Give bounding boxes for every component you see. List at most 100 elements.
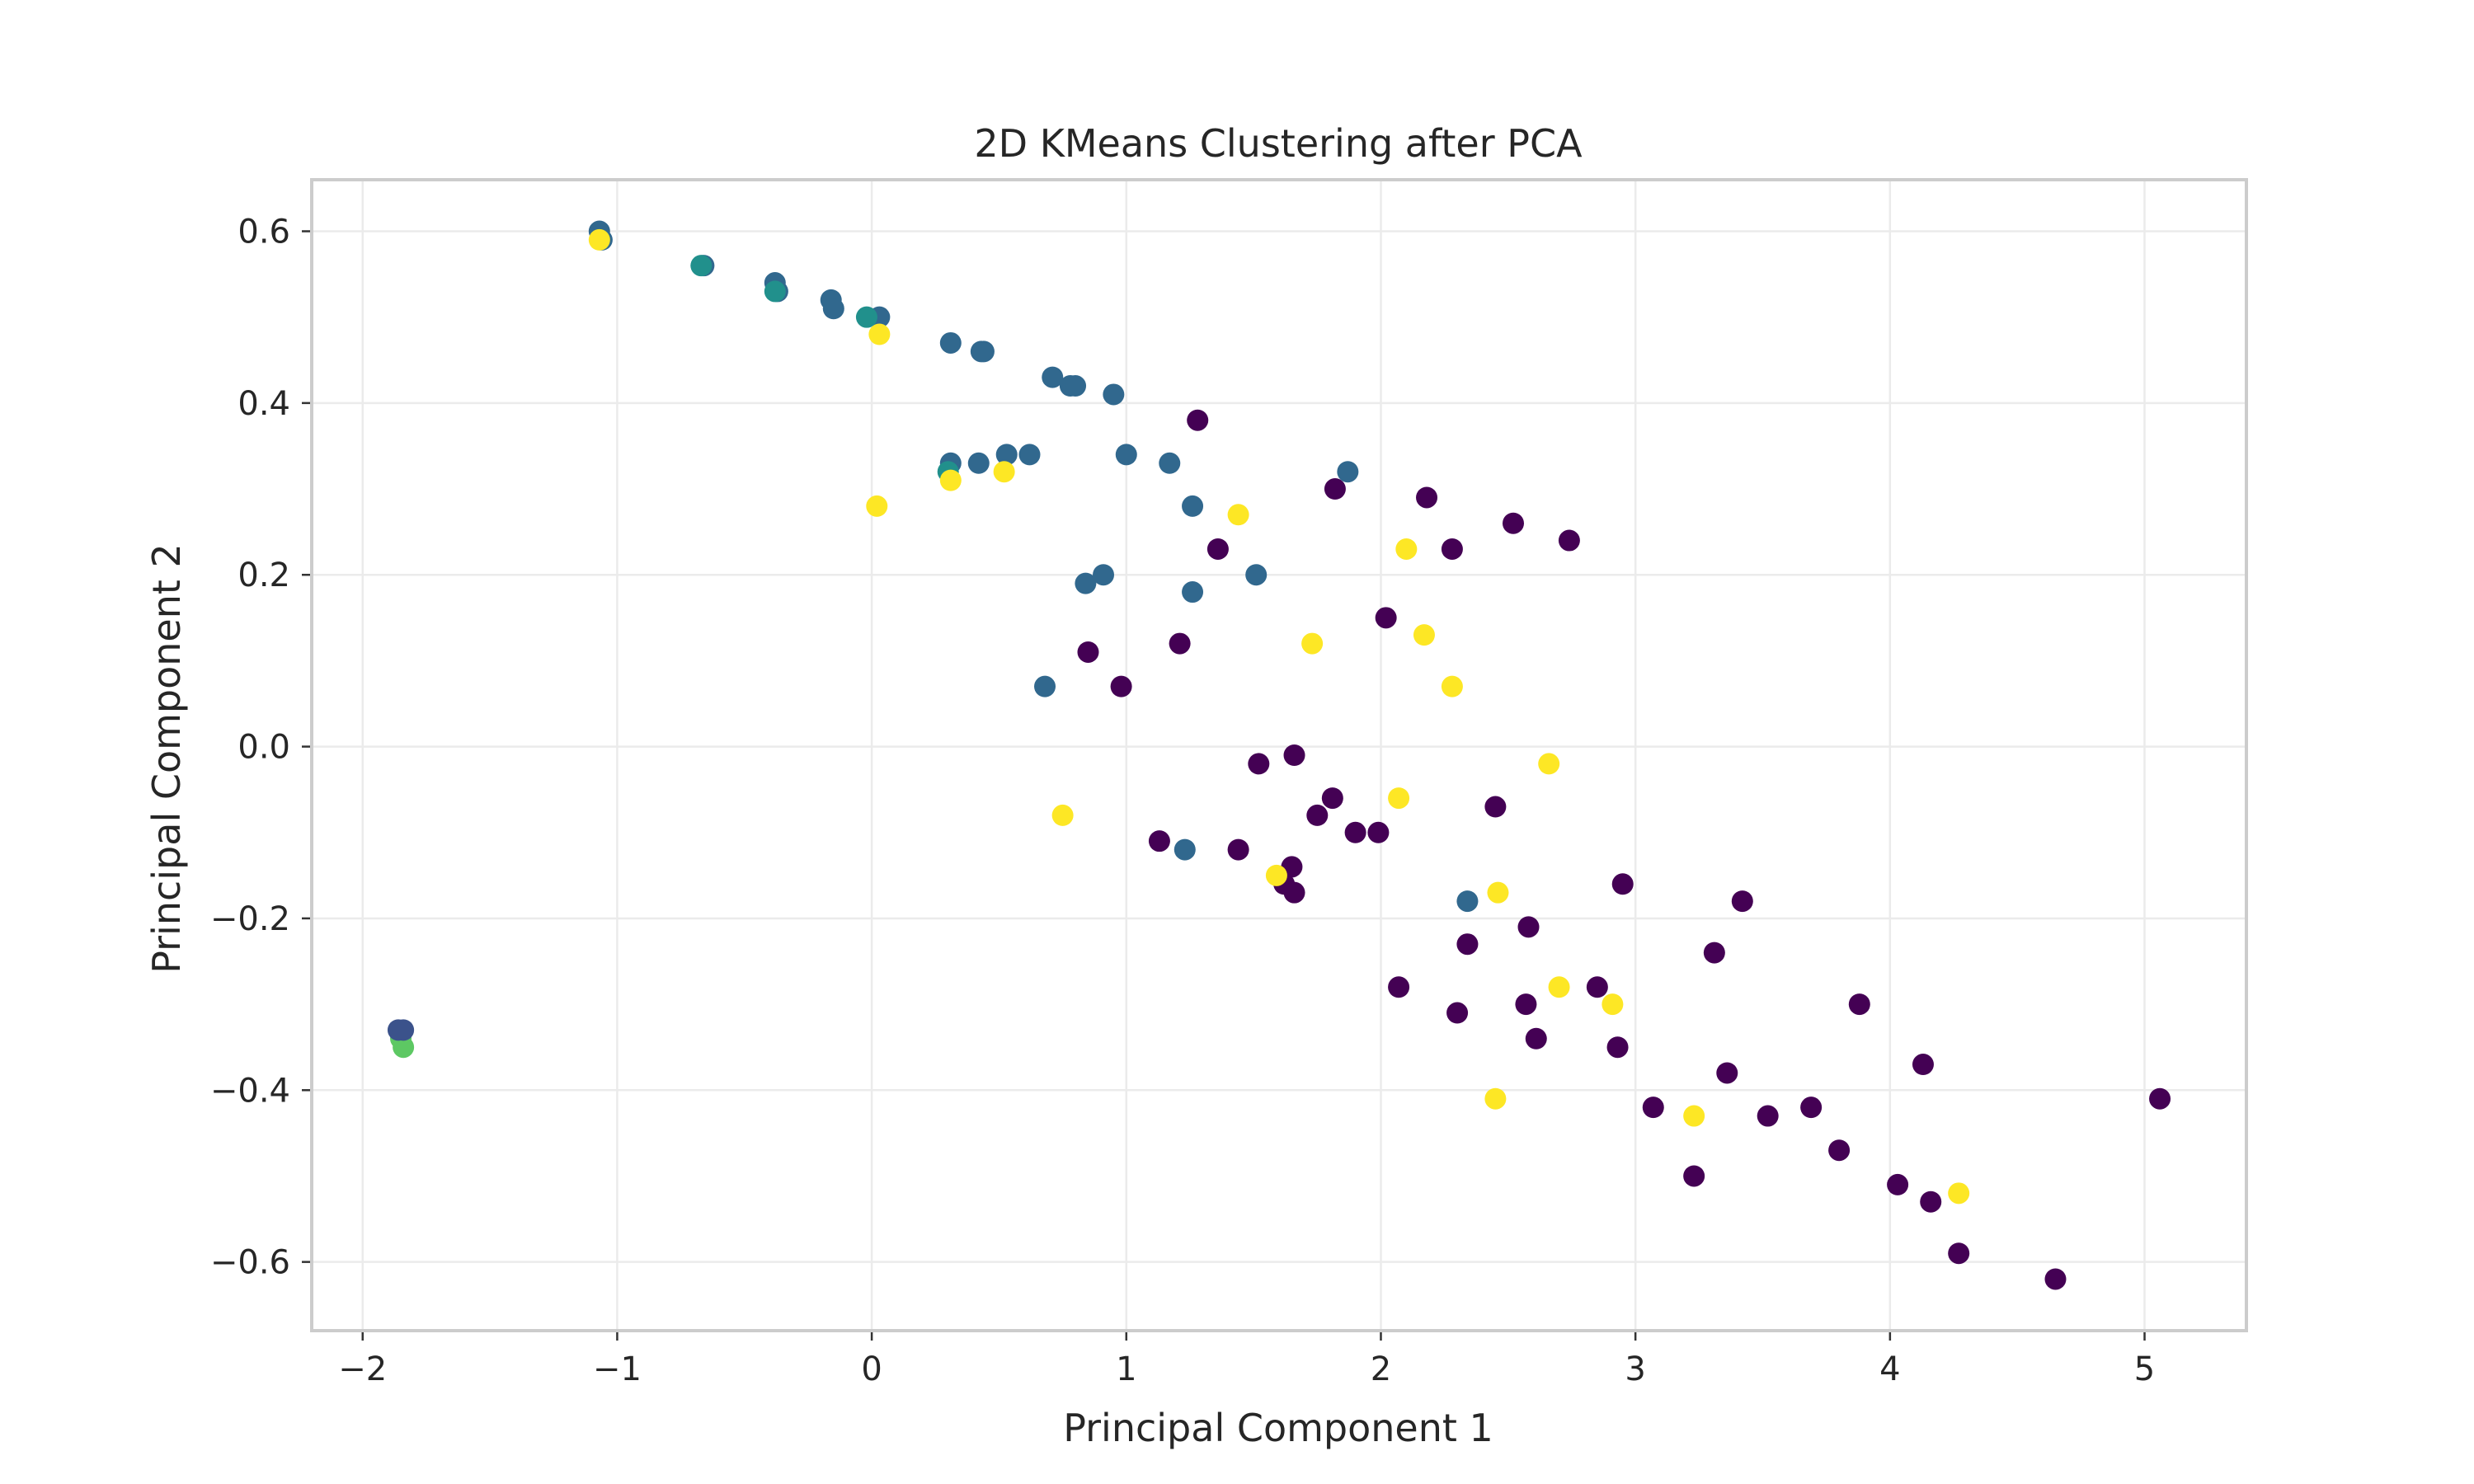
cluster-0-point (1606, 1036, 1629, 1059)
cluster-5-point (1538, 753, 1560, 775)
cluster-0-point (1227, 838, 1249, 861)
cluster-5-point (993, 461, 1015, 483)
cluster-0-point (1517, 916, 1540, 938)
cluster-0-point (1502, 512, 1524, 534)
cluster-3-point (1337, 461, 1359, 483)
cluster-5-point (588, 228, 610, 251)
cluster-3-point (972, 340, 995, 363)
cluster-5-point (1441, 675, 1463, 697)
x-tick-label: 5 (2134, 1350, 2155, 1388)
y-tick-label: 0.6 (238, 214, 290, 251)
cluster-5-point (1051, 804, 1074, 826)
cluster-0-point (1283, 881, 1305, 904)
cluster-3-point (1042, 366, 1064, 388)
cluster-0-point (1306, 804, 1329, 826)
cluster-0-point (1456, 933, 1479, 956)
grid-lines (312, 180, 2246, 1331)
cluster-0-point (1515, 993, 1537, 1016)
cluster-0-point (1344, 821, 1366, 843)
cluster-0-point (1187, 409, 1209, 431)
cluster-0-point (1324, 478, 1346, 500)
x-tick-label: 0 (861, 1350, 882, 1388)
data-points (387, 220, 2171, 1290)
cluster-0-point (1484, 796, 1507, 818)
plot-frame (310, 178, 2248, 1332)
cluster-0-point (1248, 753, 1270, 775)
y-axis-label: Principal Component 2 (144, 543, 189, 974)
cluster-0-point (1848, 993, 1870, 1016)
cluster-0-point (1703, 942, 1725, 964)
cluster-0-point (1586, 976, 1608, 998)
y-tick-label: 0.4 (238, 385, 290, 423)
cluster-0-point (1441, 538, 1463, 560)
cluster-2-point (855, 306, 877, 328)
x-tick-label: 4 (1879, 1350, 1900, 1388)
cluster-0-point (1388, 976, 1410, 998)
cluster-3-point (1034, 675, 1056, 697)
cluster-0-point (1757, 1105, 1779, 1127)
cluster-3-point (967, 452, 990, 474)
cluster-0-point (1077, 641, 1099, 663)
x-tick-label: 3 (1625, 1350, 1645, 1388)
cluster-3-point (1065, 375, 1087, 397)
cluster-0-point (1367, 821, 1390, 843)
y-tick-label: 0.2 (238, 556, 290, 594)
cluster-0-point (1828, 1139, 1851, 1162)
y-tick-label: −0.2 (210, 900, 290, 938)
cluster-0-point (1169, 632, 1191, 655)
cluster-0-point (2044, 1268, 2067, 1290)
cluster-0-point (1525, 1027, 1547, 1050)
cluster-0-point (1321, 787, 1343, 810)
cluster-3-point (1075, 572, 1097, 594)
y-tick-label: −0.4 (210, 1072, 290, 1110)
cluster-3-point (1018, 444, 1041, 466)
cluster-5-point (1948, 1182, 1970, 1205)
cluster-3-point (1182, 495, 1204, 517)
cluster-0-point (1948, 1242, 1970, 1265)
x-tick-label: 1 (1116, 1350, 1136, 1388)
cluster-5-point (1388, 787, 1410, 810)
cluster-2-point (690, 255, 713, 277)
cluster-0-point (2149, 1087, 2171, 1110)
cluster-3-point (1159, 452, 1181, 474)
cluster-3-point (1103, 383, 1125, 406)
cluster-0-point (1716, 1062, 1738, 1084)
cluster-3-point (1245, 564, 1268, 586)
x-tick-label: 2 (1371, 1350, 1391, 1388)
cluster-5-point (1395, 538, 1418, 560)
cluster-2-point (764, 280, 786, 303)
cluster-3-point (1456, 890, 1479, 913)
cluster-0-point (1416, 486, 1438, 509)
x-tick-label: −2 (338, 1350, 387, 1388)
cluster-1-point (393, 1019, 415, 1041)
chart-title: 2D KMeans Clustering after PCA (974, 121, 1583, 166)
cluster-5-point (1265, 864, 1287, 886)
cluster-5-point (1413, 624, 1435, 646)
cluster-0-point (1558, 529, 1580, 552)
cluster-5-point (1484, 1087, 1507, 1110)
cluster-5-point (868, 323, 891, 345)
cluster-3-point (1115, 444, 1137, 466)
y-tick-label: −0.6 (210, 1244, 290, 1282)
cluster-0-point (1206, 538, 1229, 560)
cluster-0-point (1148, 830, 1170, 852)
cluster-3-point (822, 298, 844, 320)
cluster-5-point (1487, 881, 1509, 904)
cluster-5-point (1227, 504, 1249, 526)
cluster-3-point (1093, 564, 1115, 586)
cluster-0-point (1446, 1002, 1469, 1024)
cluster-0-point (1683, 1165, 1705, 1187)
axis-ticks: −2 −1 0 1 2 3 4 5 −0.6 −0.4 −0.2 0.0 0.2 0.4 0.6 (210, 214, 2155, 1388)
cluster-3-point (939, 331, 962, 354)
cluster-5-point (1301, 632, 1324, 655)
cluster-5-point (1683, 1105, 1705, 1127)
cluster-5-point (1602, 993, 1624, 1016)
cluster-0-point (1375, 607, 1397, 629)
cluster-0-point (1887, 1173, 1909, 1195)
cluster-5-point (866, 495, 888, 517)
cluster-0-point (1110, 675, 1132, 697)
cluster-0-point (1283, 744, 1305, 766)
cluster-0-point (1731, 890, 1753, 913)
cluster-0-point (1642, 1097, 1664, 1119)
